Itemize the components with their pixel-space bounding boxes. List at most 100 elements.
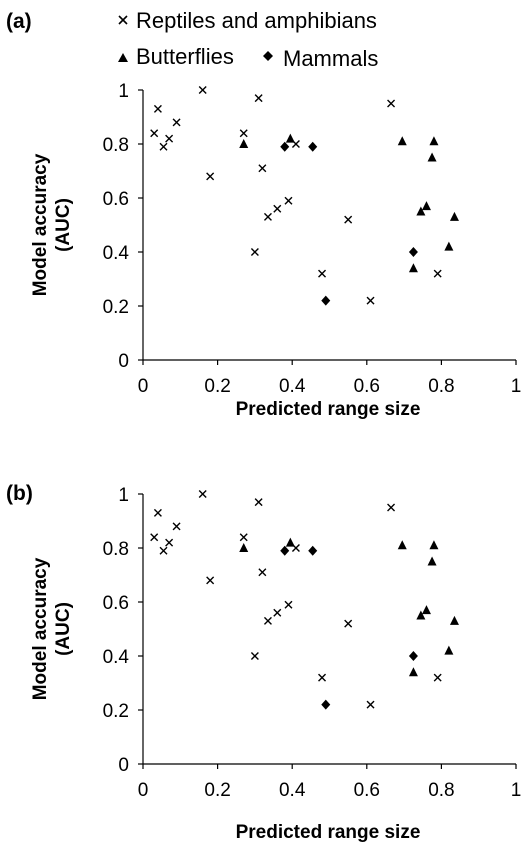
x-tick-label: 0.6 — [354, 780, 380, 801]
point-reptiles-amphibians — [273, 204, 282, 213]
point-butterflies — [416, 610, 426, 620]
point-butterflies — [239, 139, 249, 148]
y-tick-label: 1 — [118, 81, 129, 102]
point-mammals — [408, 247, 418, 257]
legend-label-butterflies: Butterflies — [136, 44, 234, 69]
data-points-a — [150, 86, 459, 306]
x-tick-label: 0 — [138, 780, 149, 801]
point-reptiles-amphibians — [150, 533, 159, 542]
x-axis-title-a: Predicted range size — [236, 399, 421, 420]
y-tick-labels-b: 0 0.2 0.4 0.6 0.8 1 — [103, 485, 130, 776]
x-tick-label: 0.4 — [279, 376, 306, 397]
point-reptiles-amphibians — [273, 608, 282, 617]
plot-frame-a — [142, 90, 516, 361]
x-tick-label: 0.4 — [279, 780, 306, 801]
point-mammals — [321, 699, 331, 710]
point-reptiles-amphibians — [250, 248, 259, 256]
point-butterflies — [449, 211, 459, 221]
y-tick-label: 0.6 — [103, 593, 129, 614]
point-reptiles-amphibians — [318, 269, 327, 278]
panel-label-a: (a) — [6, 10, 32, 33]
x-tick-label: 0 — [138, 376, 149, 397]
point-butterflies — [408, 263, 418, 273]
point-butterflies — [408, 667, 418, 677]
point-mammals — [308, 141, 318, 152]
y-axis-title-line1-b: Model accuracy — [30, 557, 51, 700]
point-reptiles-amphibians — [239, 533, 248, 542]
point-reptiles-amphibians — [239, 129, 248, 138]
plot-frame-b — [142, 494, 516, 765]
y-tick-label: 0.6 — [103, 189, 129, 210]
data-points-b — [150, 490, 459, 710]
point-reptiles-amphibians — [344, 215, 353, 224]
tick-marks-a — [138, 89, 517, 365]
point-reptiles-amphibians — [198, 490, 207, 498]
x-axis-title-b: Predicted range size — [236, 822, 421, 843]
point-reptiles-amphibians — [165, 134, 174, 143]
point-butterflies — [285, 133, 295, 143]
point-reptiles-amphibians — [254, 498, 263, 507]
y-tick-label: 0 — [118, 755, 129, 776]
point-reptiles-amphibians — [284, 196, 293, 205]
x-tick-label: 0.2 — [204, 376, 230, 397]
point-butterflies — [444, 645, 454, 655]
y-tick-label: 1 — [118, 485, 129, 506]
point-reptiles-amphibians — [366, 296, 375, 305]
x-tick-labels-a: 0 0.2 0.4 0.6 0.8 1 — [138, 376, 522, 397]
legend-marker-reptiles — [118, 15, 128, 25]
point-butterflies — [449, 615, 459, 625]
point-butterflies — [239, 543, 249, 552]
point-reptiles-amphibians — [172, 118, 181, 127]
x-tick-label: 0.8 — [428, 376, 454, 397]
tick-marks-b — [138, 493, 517, 769]
point-butterflies — [429, 540, 439, 550]
point-butterflies — [444, 241, 454, 251]
point-reptiles-amphibians — [165, 538, 174, 547]
legend-label-mammals: Mammals — [283, 46, 378, 71]
legend-marker-butterflies — [118, 53, 128, 62]
point-reptiles-amphibians — [198, 86, 207, 94]
point-reptiles-amphibians — [284, 600, 293, 609]
y-tick-label: 0.2 — [103, 297, 129, 318]
y-axis-title-line2-a: (AUC) — [53, 198, 74, 252]
x-tick-label: 1 — [511, 376, 522, 397]
point-reptiles-amphibians — [206, 172, 215, 181]
point-butterflies — [429, 136, 439, 146]
y-axis-title-b: Model accuracy (AUC) — [30, 557, 74, 700]
y-tick-label: 0.2 — [103, 701, 129, 722]
point-mammals — [280, 141, 290, 152]
panel-a: (a) 0 0.2 0.4 0.6 0.8 1 0 0.2 0.4 0.6 0.8 1 Predic… — [6, 10, 521, 420]
point-reptiles-amphibians — [344, 619, 353, 628]
point-butterflies — [427, 152, 437, 162]
point-reptiles-amphibians — [250, 652, 259, 660]
legend: Reptiles and amphibians Butterflies Mamm… — [118, 8, 378, 71]
point-butterflies — [285, 537, 295, 547]
point-reptiles-amphibians — [258, 568, 267, 577]
point-mammals — [308, 545, 318, 556]
point-reptiles-amphibians — [153, 104, 162, 113]
point-mammals — [408, 651, 418, 661]
point-reptiles-amphibians — [433, 269, 442, 278]
y-tick-label: 0.8 — [103, 135, 129, 156]
x-tick-label: 0.8 — [428, 780, 454, 801]
x-tick-label: 0.6 — [354, 376, 380, 397]
point-butterflies — [427, 556, 437, 566]
y-tick-label: 0.8 — [103, 539, 129, 560]
panel-b: (b) 0 0.2 0.4 0.6 0.8 1 0 0.2 0.4 0.6 0.8 1 Predic… — [6, 482, 521, 843]
x-tick-labels-b: 0 0.2 0.4 0.6 0.8 1 — [138, 780, 522, 801]
point-reptiles-amphibians — [159, 142, 168, 151]
point-reptiles-amphibians — [159, 546, 168, 555]
point-reptiles-amphibians — [387, 99, 396, 108]
point-reptiles-amphibians — [433, 673, 442, 682]
point-butterflies — [421, 605, 431, 615]
x-tick-label: 1 — [511, 780, 522, 801]
point-butterflies — [397, 136, 407, 146]
x-tick-label: 0.2 — [204, 780, 230, 801]
point-reptiles-amphibians — [150, 129, 159, 138]
y-tick-label: 0 — [118, 351, 129, 372]
point-reptiles-amphibians — [387, 503, 396, 512]
y-tick-label: 0.4 — [103, 647, 130, 668]
point-reptiles-amphibians — [153, 508, 162, 517]
legend-label-reptiles: Reptiles and amphibians — [136, 8, 377, 33]
